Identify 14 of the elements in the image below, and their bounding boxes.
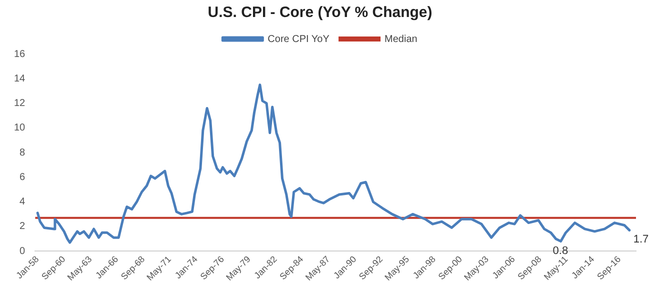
y-tick-label: 12	[14, 98, 26, 110]
annotation: 0.8	[552, 244, 568, 257]
y-tick-label: 2	[20, 221, 26, 232]
y-tick-label: 10	[14, 122, 26, 134]
y-tick-label: 16	[14, 48, 26, 60]
y-tick-label: 8	[20, 147, 26, 158]
y-tick-label: 14	[14, 73, 26, 84]
chart-title: U.S. CPI - Core (YoY % Change)	[208, 4, 432, 22]
y-tick-label: 6	[20, 172, 26, 183]
legend-label: Median	[384, 34, 418, 45]
y-tick-label: 0	[20, 246, 26, 257]
y-tick-label: 4	[20, 196, 26, 208]
legend-label: Core CPI YoY	[268, 34, 330, 45]
annotation: 1.7	[633, 234, 649, 246]
